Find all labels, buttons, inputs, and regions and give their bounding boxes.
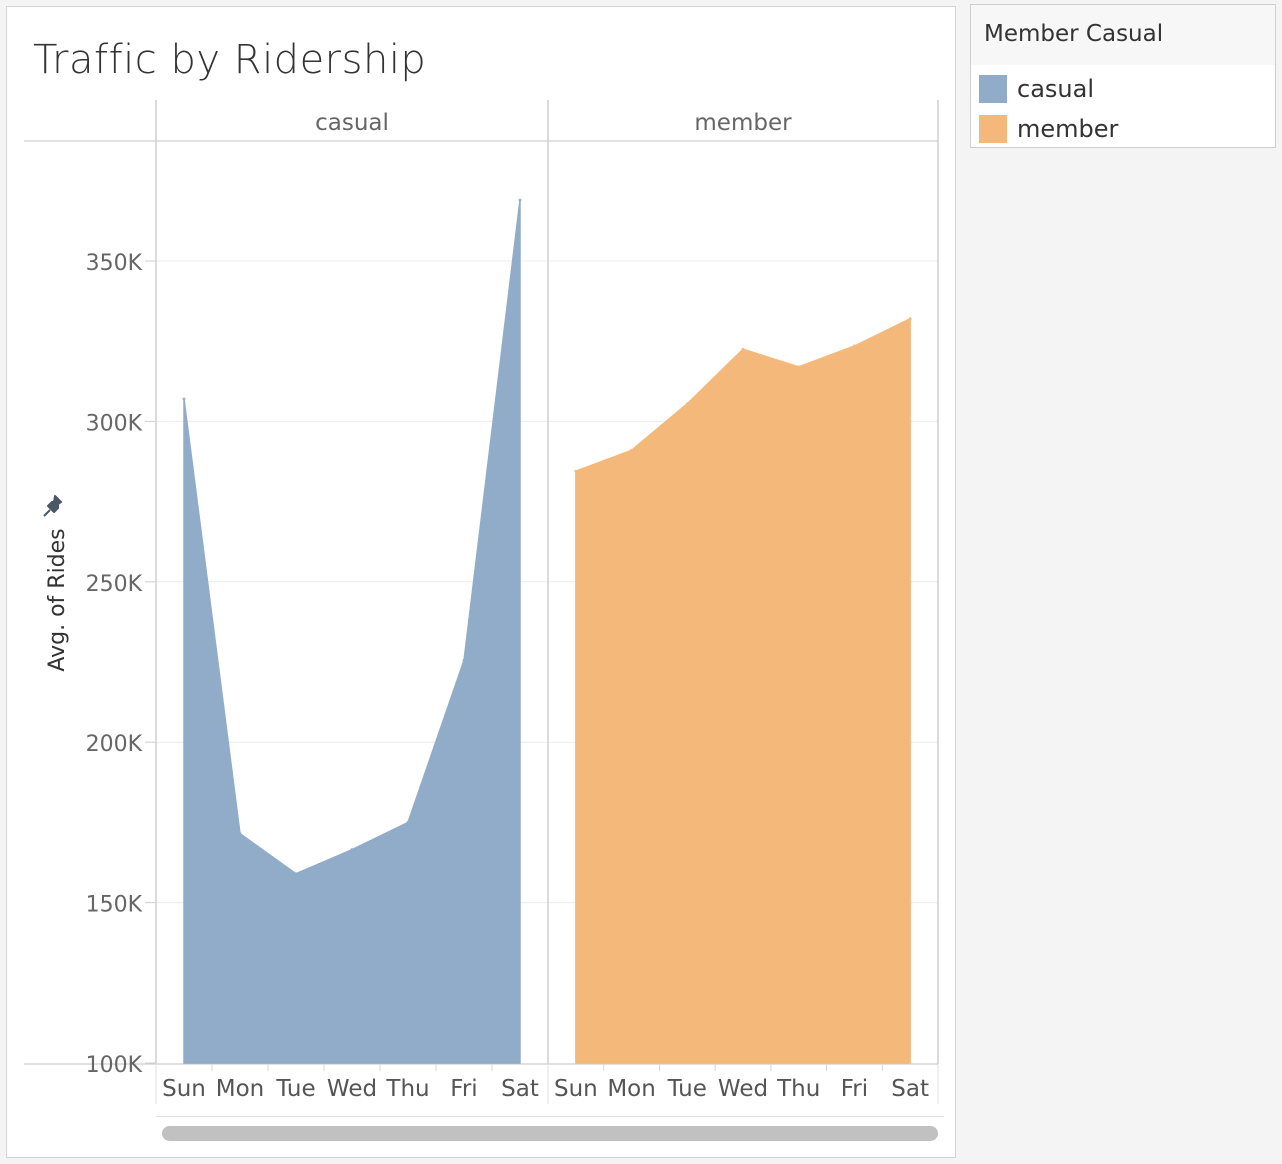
y-tick-label: 250K [86, 572, 143, 597]
panel-header-casual: casual [315, 110, 389, 136]
x-tick-label: Fri [841, 1076, 868, 1102]
horizontal-scrollbar[interactable] [156, 1116, 944, 1149]
y-tick-label: 150K [86, 893, 143, 918]
data-point-member [574, 469, 578, 473]
data-point-casual [462, 658, 466, 662]
data-point-casual [518, 198, 522, 202]
x-tick-label: Wed [718, 1076, 768, 1102]
data-point-casual [406, 820, 410, 824]
x-tick-label: Thu [776, 1076, 820, 1102]
legend-swatch-casual [979, 75, 1007, 103]
x-tick-label: Sat [501, 1076, 539, 1102]
scrollbar-thumb[interactable] [162, 1126, 938, 1141]
data-point-member [630, 448, 634, 452]
pin-icon [43, 495, 62, 517]
legend-label-casual: casual [1017, 75, 1094, 103]
area-casual [183, 199, 521, 1064]
area-member [575, 317, 911, 1064]
y-tick-label: 350K [86, 251, 143, 276]
y-tick-label: 100K [86, 1053, 143, 1078]
data-point-member [685, 402, 689, 406]
legend-swatch-member [979, 115, 1007, 143]
legend-label-member: member [1017, 115, 1119, 143]
x-tick-label: Tue [275, 1076, 315, 1102]
x-tick-label: Sun [554, 1076, 598, 1102]
x-tick-label: Sun [162, 1076, 206, 1102]
data-point-member [741, 347, 745, 351]
data-point-member [797, 365, 801, 369]
data-point-member [908, 317, 912, 321]
data-point-casual [238, 832, 242, 836]
x-tick-label: Wed [327, 1076, 377, 1102]
y-tick-label: 300K [86, 411, 143, 436]
x-tick-label: Thu [385, 1076, 429, 1102]
data-point-casual [182, 397, 186, 401]
legend: Member Casual casual member [970, 4, 1276, 148]
x-tick-label: Mon [607, 1076, 656, 1102]
chart-title: Traffic by Ridership [33, 37, 427, 83]
legend-title: Member Casual [984, 21, 1164, 47]
x-tick-label: Mon [216, 1076, 265, 1102]
x-tick-label: Sat [891, 1076, 929, 1102]
panel-header-member: member [694, 110, 792, 136]
data-point-casual [350, 848, 354, 852]
x-tick-label: Tue [667, 1076, 707, 1102]
x-tick-label: Fri [450, 1076, 477, 1102]
data-point-casual [294, 872, 298, 876]
data-point-member [852, 344, 856, 348]
legend-header [971, 5, 1275, 65]
y-tick-label: 200K [86, 732, 143, 757]
y-axis-title: Avg. of Rides [45, 528, 70, 671]
